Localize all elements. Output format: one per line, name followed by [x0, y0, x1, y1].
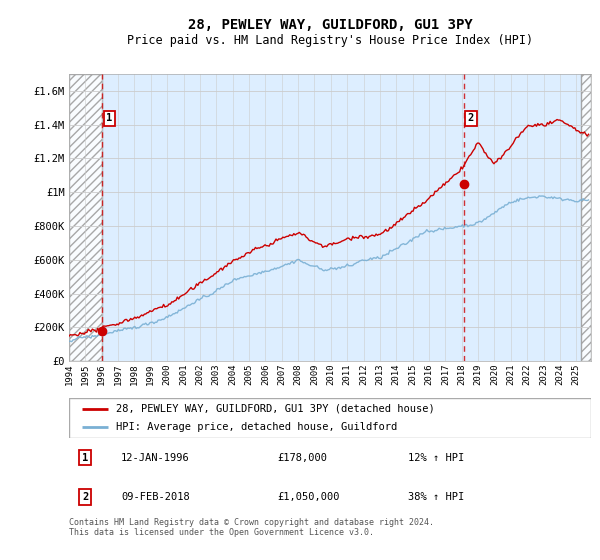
Text: £178,000: £178,000	[278, 453, 328, 463]
Text: 1: 1	[82, 453, 88, 463]
Bar	[69, 74, 103, 361]
Text: 28, PEWLEY WAY, GUILDFORD, GU1 3PY (detached house): 28, PEWLEY WAY, GUILDFORD, GU1 3PY (deta…	[116, 404, 435, 414]
Text: 2: 2	[468, 114, 474, 123]
Text: 28, PEWLEY WAY, GUILDFORD, GU1 3PY: 28, PEWLEY WAY, GUILDFORD, GU1 3PY	[188, 18, 472, 32]
Text: Contains HM Land Registry data © Crown copyright and database right 2024.
This d: Contains HM Land Registry data © Crown c…	[69, 518, 434, 538]
Text: 2: 2	[82, 492, 88, 502]
Text: 12% ↑ HPI: 12% ↑ HPI	[409, 453, 464, 463]
Text: 38% ↑ HPI: 38% ↑ HPI	[409, 492, 464, 502]
Text: £1,050,000: £1,050,000	[278, 492, 340, 502]
Text: 09-FEB-2018: 09-FEB-2018	[121, 492, 190, 502]
Bar	[581, 74, 591, 361]
Text: 1: 1	[106, 114, 113, 123]
Text: HPI: Average price, detached house, Guildford: HPI: Average price, detached house, Guil…	[116, 422, 397, 432]
Text: Price paid vs. HM Land Registry's House Price Index (HPI): Price paid vs. HM Land Registry's House …	[127, 34, 533, 47]
Text: 12-JAN-1996: 12-JAN-1996	[121, 453, 190, 463]
